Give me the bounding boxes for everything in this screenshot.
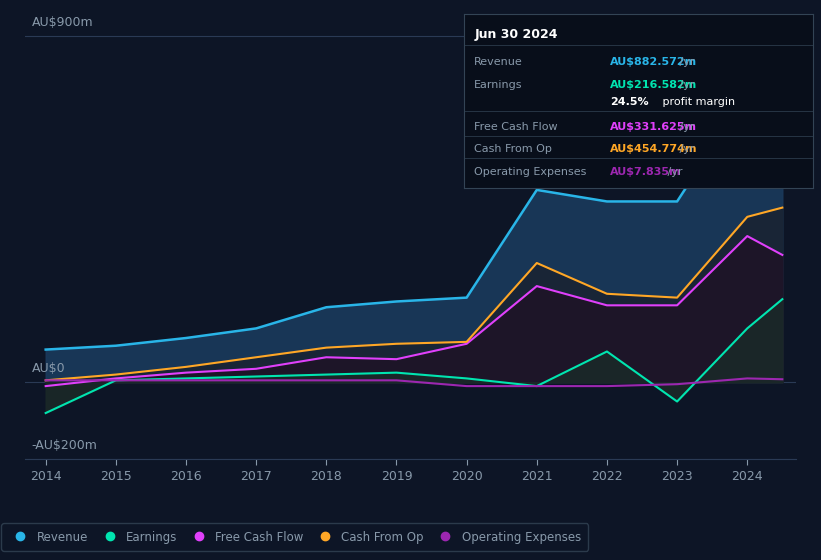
Text: AU$7.835m: AU$7.835m <box>610 167 682 177</box>
Text: /yr: /yr <box>664 167 682 177</box>
Text: Free Cash Flow: Free Cash Flow <box>475 122 558 132</box>
Text: Cash From Op: Cash From Op <box>475 144 553 154</box>
Text: Revenue: Revenue <box>475 58 523 67</box>
Text: AU$454.774m: AU$454.774m <box>610 144 698 154</box>
Text: -AU$200m: -AU$200m <box>32 439 98 452</box>
Text: AU$331.625m: AU$331.625m <box>610 122 697 132</box>
Text: profit margin: profit margin <box>659 97 736 108</box>
Text: Operating Expenses: Operating Expenses <box>475 167 587 177</box>
Text: AU$0: AU$0 <box>32 362 66 375</box>
Text: Jun 30 2024: Jun 30 2024 <box>475 28 557 41</box>
Text: Earnings: Earnings <box>475 80 523 90</box>
Text: /yr: /yr <box>676 122 695 132</box>
Text: AU$216.582m: AU$216.582m <box>610 80 698 90</box>
Text: 24.5%: 24.5% <box>610 97 649 108</box>
Text: AU$882.572m: AU$882.572m <box>610 58 698 67</box>
Text: /yr: /yr <box>676 144 695 154</box>
Legend: Revenue, Earnings, Free Cash Flow, Cash From Op, Operating Expenses: Revenue, Earnings, Free Cash Flow, Cash … <box>2 524 588 550</box>
Text: /yr: /yr <box>676 58 695 67</box>
Text: /yr: /yr <box>676 80 695 90</box>
Text: AU$900m: AU$900m <box>32 16 94 29</box>
